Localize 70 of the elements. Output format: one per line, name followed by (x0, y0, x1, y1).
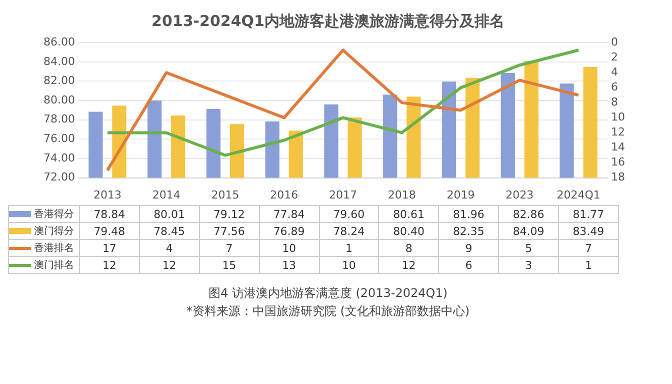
y2-tick-label: 18 (611, 170, 625, 184)
data-label: 79.48 (80, 222, 140, 240)
legend-label: 澳门排名 (34, 260, 74, 271)
y2-tick-label: 14 (611, 140, 625, 154)
legend-label: 香港得分 (34, 209, 74, 220)
y2-tick-label: 8 (611, 96, 618, 109)
text: *资料来源：中国旅游研究院 (文化和旅游部数据中心) (185, 303, 471, 320)
x-tick-label: 2017 (329, 188, 357, 202)
caption: 图4 访港澳内地游客满意度 (2013-2024Q1) (207, 285, 449, 302)
data-label: 77.84 (259, 206, 319, 222)
legend-label: 香港排名 (34, 243, 74, 254)
data-label: 10 (259, 240, 319, 256)
x-tick-label: 2014 (152, 188, 180, 202)
data-label: 9 (438, 240, 499, 256)
data-label: 80.61 (378, 206, 439, 222)
data-label: 13 (259, 256, 319, 274)
data-label: 7 (558, 240, 618, 256)
data-label: 1 (319, 240, 379, 256)
y2-tick-label: 2 (611, 50, 618, 64)
data-label: 15 (199, 256, 260, 274)
data-label: 82.35 (438, 222, 499, 240)
x-tick-label: 2013 (93, 188, 122, 202)
data-label: 81.96 (438, 206, 499, 222)
x-tick-label: 2023 (506, 188, 534, 202)
y-tick-label: 72.00 (44, 170, 75, 184)
data-label: 6 (438, 256, 499, 274)
data-label: 76.89 (259, 222, 319, 240)
data-label: 80.01 (139, 206, 200, 222)
x-tick-label: 2019 (446, 188, 475, 202)
y2-tick-label: 0 (611, 35, 618, 48)
chart-title: 2013-2024Q1内地游客赴港澳旅游满意得分及排名 (150, 12, 506, 31)
data-label: 8 (378, 240, 439, 256)
data-label: 12 (80, 256, 140, 274)
x-tick-label: 2016 (270, 188, 298, 202)
data-label: 82.86 (498, 206, 558, 222)
data-label: 12 (378, 256, 439, 274)
data-label: 3 (498, 256, 558, 274)
y-tick-label: 74.00 (44, 151, 75, 164)
data-label: 4 (139, 240, 200, 256)
data-label: 78.84 (80, 206, 140, 222)
x-tick-label: 2015 (211, 188, 240, 202)
data-label: 10 (319, 256, 379, 274)
y-tick-label: 80.00 (44, 93, 75, 106)
x-tick-label: 2018 (388, 188, 416, 202)
data-label: 77.56 (199, 222, 260, 240)
data-label: 80.40 (378, 222, 439, 240)
data-label: 78.24 (319, 222, 379, 240)
y2-tick-label: 4 (611, 66, 618, 79)
y2-tick-label: 10 (611, 110, 625, 124)
data-label: 79.12 (199, 206, 260, 222)
y-tick-label: 82.00 (44, 74, 75, 88)
y-tick-label: 76.00 (44, 132, 75, 146)
y-tick-label: 78.00 (44, 112, 75, 126)
y-tick-label: 84.00 (44, 54, 75, 68)
y-tick-label: 86.00 (44, 35, 75, 48)
data-label: 84.09 (498, 222, 558, 240)
data-label: 81.77 (558, 206, 618, 222)
legend-label: 澳门得分 (34, 226, 74, 237)
y2-tick-label: 16 (611, 156, 625, 169)
y2-tick-label: 6 (611, 80, 618, 94)
data-label: 7 (199, 240, 260, 256)
data-label: 12 (139, 256, 200, 274)
data-label: 5 (498, 240, 558, 256)
y2-tick-label: 12 (611, 126, 625, 139)
data-label: 83.49 (558, 222, 618, 240)
data-label: 78.45 (139, 222, 200, 240)
data-label: 17 (80, 240, 140, 256)
data-label: 79.60 (319, 206, 379, 222)
x-tick-label: 2024Q1 (556, 188, 600, 202)
data-label: 1 (558, 256, 618, 274)
